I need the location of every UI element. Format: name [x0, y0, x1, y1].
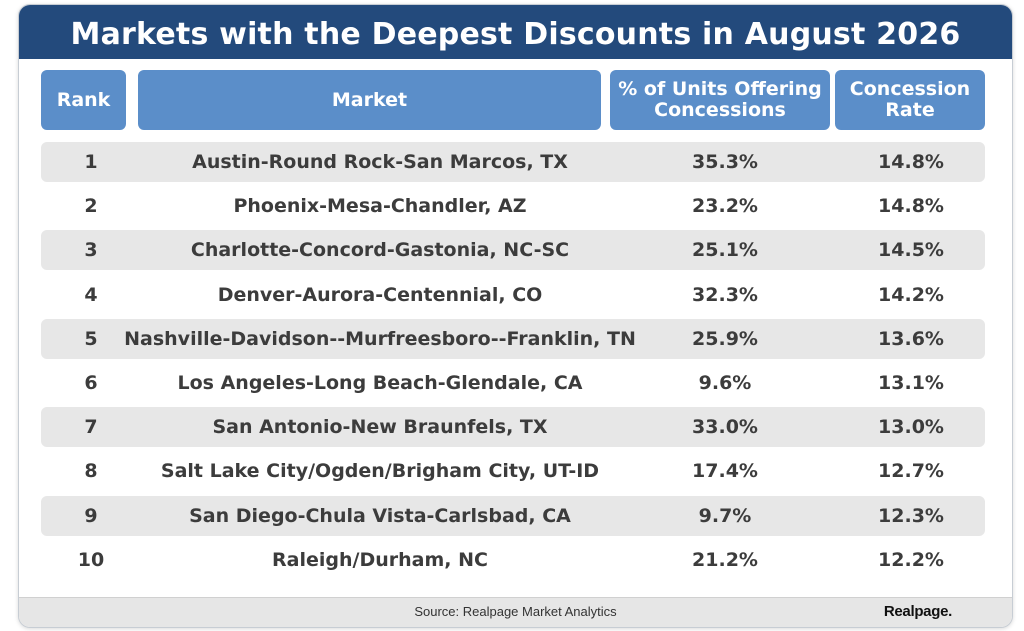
cell-rank: 3 — [84, 239, 98, 261]
table-row: 6 Los Angeles-Long Beach-Glendale, CA 9.6%… — [41, 363, 985, 403]
cell-units-offering: 17.4% — [692, 460, 758, 482]
cell-concession-rate: 13.0% — [878, 416, 944, 438]
cell-concession-rate: 14.8% — [878, 195, 944, 217]
cell-market: San Antonio-New Braunfels, TX — [212, 416, 548, 438]
cell-concession-rate: 13.6% — [878, 328, 944, 350]
cell-units-offering: 33.0% — [692, 416, 758, 438]
cell-rank: 8 — [84, 460, 98, 482]
column-header-market: Market — [138, 70, 601, 130]
cell-rank: 7 — [84, 416, 98, 438]
table-row: 9 San Diego-Chula Vista-Carlsbad, CA 9.7% 1… — [41, 496, 985, 536]
table-row: 2 Phoenix-Mesa-Chandler, AZ 23.2% 14.8% — [41, 186, 985, 226]
cell-concession-rate: 14.2% — [878, 284, 944, 306]
column-header-rank: Rank — [41, 70, 126, 130]
table-row: 3 Charlotte-Concord-Gastonia, NC-SC 25.1% 1… — [41, 230, 985, 270]
cell-market: Raleigh/Durham, NC — [272, 549, 488, 571]
cell-market: Nashville-Davidson--Murfreesboro--Frankl… — [124, 328, 636, 350]
cell-concession-rate: 12.3% — [878, 505, 944, 527]
cell-market: Denver-Aurora-Centennial, CO — [217, 284, 543, 306]
cell-units-offering: 35.3% — [692, 151, 758, 173]
cell-concession-rate: 13.1% — [878, 372, 944, 394]
brand-logo: Realpage. — [883, 603, 952, 620]
cell-market: Los Angeles-Long Beach-Glendale, CA — [177, 372, 583, 394]
cell-concession-rate: 14.8% — [878, 151, 944, 173]
cell-units-offering: 21.2% — [692, 549, 758, 571]
cell-rank: 2 — [84, 195, 98, 217]
cell-market: Austin-Round Rock-San Marcos, TX — [192, 151, 568, 173]
title-bar: Markets with the Deepest Discounts in Au… — [19, 5, 1012, 59]
table-row: 4 Denver-Aurora-Centennial, CO 32.3% 14.2% — [41, 275, 985, 315]
cell-units-offering: 25.1% — [692, 239, 758, 261]
table-card: Markets with the Deepest Discounts in Au… — [18, 4, 1013, 628]
table-row: 5 Nashville-Davidson--Murfreesboro--Frank… — [41, 319, 985, 359]
column-header-concession-rate: Concession Rate — [835, 70, 985, 130]
cell-market: Salt Lake City/Ogden/Brigham City, UT-ID — [160, 460, 600, 482]
cell-rank: 1 — [84, 151, 98, 173]
cell-concession-rate: 14.5% — [878, 239, 944, 261]
cell-rank: 10 — [77, 549, 105, 571]
cell-rank: 9 — [84, 505, 98, 527]
cell-concession-rate: 12.7% — [878, 460, 944, 482]
table-row: 7 San Antonio-New Braunfels, TX 33.0% 13.0% — [41, 407, 985, 447]
cell-units-offering: 32.3% — [692, 284, 758, 306]
cell-units-offering: 9.7% — [698, 505, 752, 527]
column-header-units-offering: % of Units Offering Concessions — [610, 70, 830, 130]
table-row: 1 Austin-Round Rock-San Marcos, TX 35.3% 14… — [41, 142, 985, 182]
cell-units-offering: 9.6% — [698, 372, 752, 394]
cell-rank: 6 — [84, 372, 98, 394]
table-row: 8 Salt Lake City/Ogden/Brigham City, UT-I… — [41, 451, 985, 491]
footer: Source: Realpage Market Analytics Realpa… — [19, 597, 1012, 627]
page-title: Markets with the Deepest Discounts in Au… — [70, 17, 961, 52]
source-note: Source: Realpage Market Analytics — [414, 604, 617, 619]
cell-rank: 4 — [84, 284, 98, 306]
cell-market: Charlotte-Concord-Gastonia, NC-SC — [190, 239, 570, 261]
cell-units-offering: 23.2% — [692, 195, 758, 217]
cell-rank: 5 — [84, 328, 98, 350]
cell-market: Phoenix-Mesa-Chandler, AZ — [233, 195, 527, 217]
cell-market: San Diego-Chula Vista-Carlsbad, CA — [189, 505, 571, 527]
cell-units-offering: 25.9% — [692, 328, 758, 350]
table-row: 10 Raleigh/Durham, NC 21.2% 12.2% — [41, 540, 985, 580]
cell-concession-rate: 12.2% — [878, 549, 944, 571]
